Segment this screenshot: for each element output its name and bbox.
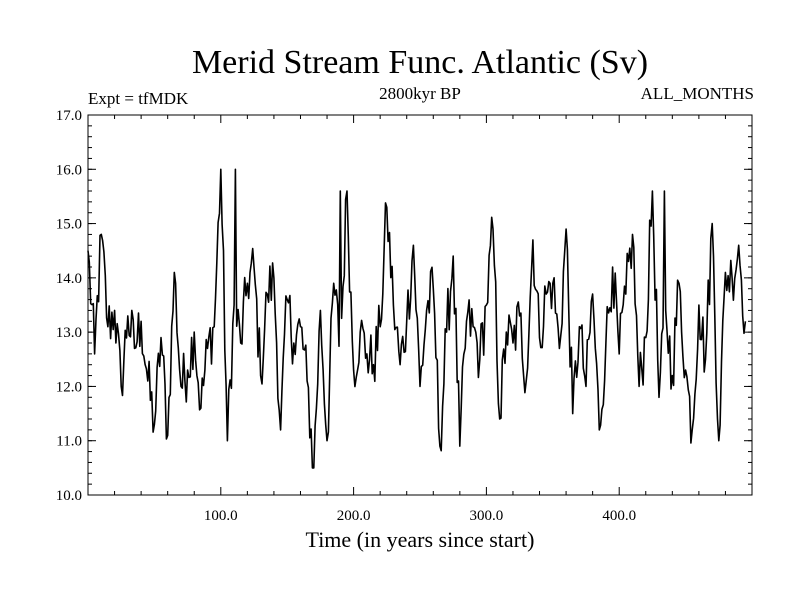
y-tick-label: 15.0 [56,217,82,233]
y-tick-label: 12.0 [56,379,82,395]
x-tick-label: 300.0 [470,508,504,524]
y-tick-label: 17.0 [56,108,82,124]
y-tick-label: 11.0 [56,434,82,450]
x-tick-label: 100.0 [204,508,238,524]
x-tick-label: 400.0 [602,508,636,524]
chart-title: Merid Stream Func. Atlantic (Sv) [192,44,648,81]
y-tick-label: 10.0 [56,488,82,504]
series-line [87,168,747,469]
months-label: ALL_MONTHS [641,84,754,103]
y-tick-label: 14.0 [56,271,82,287]
expt-label: Expt = tfMDK [88,89,189,108]
y-tick-label: 13.0 [56,325,82,341]
y-axis: 10.0 11.0 12.0 13.0 14.0 15.0 16.0 17.0 [56,108,752,504]
series-layer [87,168,747,469]
y-tick-label: 16.0 [56,162,82,178]
period-label: 2800kyr BP [379,84,461,103]
x-tick-label: 200.0 [337,508,371,524]
x-axis-label: Time (in years since start) [306,527,535,552]
x-axis: 100.0 200.0 300.0 400.0 [114,115,726,524]
plot-frame [87,114,753,496]
